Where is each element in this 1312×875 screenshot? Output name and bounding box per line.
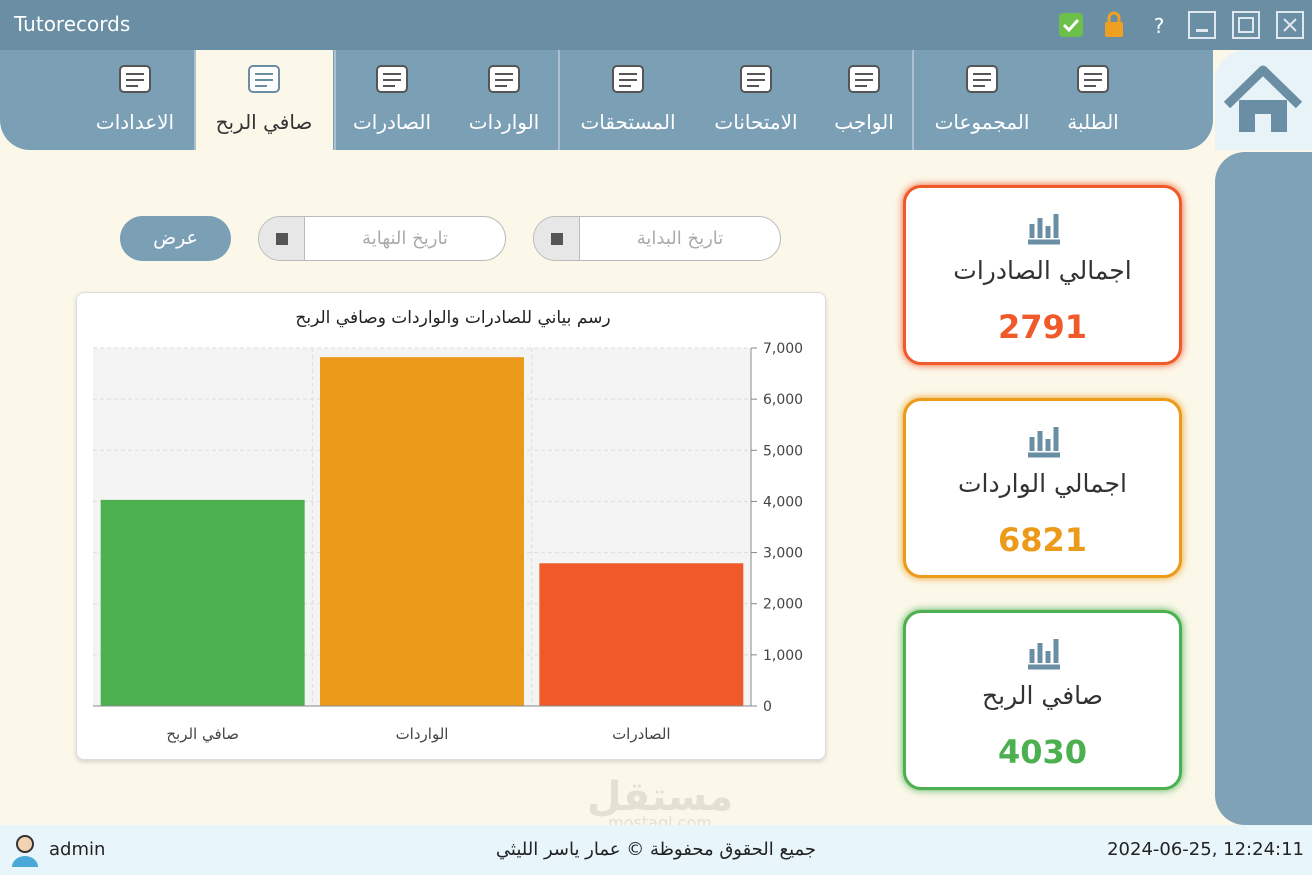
tab-bar: الطلبة المجموعات الواجب الامتحانات المستحقات… — [0, 50, 1213, 150]
nav-tab[interactable]: الواردات — [454, 50, 554, 150]
bar — [100, 499, 305, 706]
side-panel — [1215, 152, 1312, 825]
tab-separator — [558, 50, 560, 150]
card-label: اجمالي الواردات — [958, 469, 1127, 498]
placeholder: تاريخ النهاية — [362, 228, 448, 249]
summary-card: اجمالي الصادرات 2791 — [903, 185, 1182, 365]
tab-label: الواردات — [468, 110, 540, 134]
end-date-input[interactable]: تاريخ النهاية — [258, 216, 506, 261]
home-icon — [1223, 65, 1303, 132]
chart-title: رسم بياني للصادرات والواردات وصافي الربح — [295, 308, 610, 328]
summary-card: اجمالي الواردات 6821 — [903, 398, 1182, 578]
tab-label: الامتحانات — [714, 110, 798, 134]
tab-separator — [194, 50, 196, 150]
bar — [320, 357, 524, 706]
y-tick-label: 2,000 — [763, 597, 803, 613]
window-controls: ? — [1059, 11, 1304, 39]
watermark: مستقل mostaql.com — [587, 774, 733, 830]
status-bar: admin جميع الحقوق محفوظة © عمار ياسر الل… — [0, 825, 1312, 875]
y-tick-label: 3,000 — [763, 546, 803, 562]
y-tick-label: 5,000 — [763, 443, 803, 459]
nav-tab[interactable]: الاعدادات — [80, 50, 190, 150]
nav-tab[interactable]: الطلبة — [1043, 50, 1143, 150]
card-value: 4030 — [997, 733, 1088, 771]
y-tick-label: 0 — [763, 699, 772, 715]
x-tick-label: الصادرات — [612, 725, 671, 743]
show-button[interactable]: عرض — [120, 216, 231, 261]
copyright: جميع الحقوق محفوظة © عمار ياسر الليثي — [495, 839, 817, 860]
user-icon — [12, 835, 38, 867]
tab-label: الاعدادات — [95, 110, 175, 134]
chart: رسم بياني للصادرات والواردات وصافي الربح… — [93, 308, 803, 744]
tab-label: صافي الربح — [215, 110, 313, 134]
nav-tab[interactable]: الصادرات — [337, 50, 447, 150]
card-label: صافي الربح — [981, 681, 1104, 710]
x-tick-label: الواردات — [396, 725, 449, 743]
help-button[interactable]: ? — [1154, 14, 1165, 38]
nav-tab[interactable]: المجموعات — [922, 50, 1042, 150]
start-date-input[interactable]: تاريخ البداية — [533, 216, 781, 261]
y-tick-label: 4,000 — [763, 494, 803, 510]
card-value: 2791 — [997, 308, 1088, 346]
y-tick-label: 1,000 — [763, 648, 803, 664]
tab-separator — [912, 50, 914, 150]
date-time: 2024-06-25, 12:24:11 — [1107, 839, 1304, 860]
placeholder: تاريخ البداية — [636, 228, 724, 249]
y-tick-label: 6,000 — [763, 392, 803, 408]
nav-tab[interactable]: الامتحانات — [701, 50, 811, 150]
bar — [539, 563, 744, 706]
chart-panel: رسم بياني للصادرات والواردات وصافي الربح… — [76, 292, 826, 760]
nav-tab[interactable]: الواجب — [819, 50, 909, 150]
y-tick-label: 7,000 — [763, 341, 803, 357]
minimize-button[interactable] — [1188, 11, 1216, 39]
card-value: 6821 — [997, 521, 1088, 559]
maximize-button[interactable] — [1232, 11, 1260, 39]
x-tick-label: صافي الربح — [166, 725, 239, 744]
user-name: admin — [49, 839, 106, 860]
lock-icon[interactable] — [1105, 22, 1123, 37]
home-button[interactable] — [1215, 50, 1312, 150]
tab-label: المستحقات — [580, 110, 676, 134]
tab-label: الواجب — [834, 110, 894, 134]
nav-tab[interactable]: المستحقات — [563, 50, 693, 150]
close-button[interactable] — [1276, 11, 1304, 39]
tab-label: الصادرات — [352, 110, 432, 134]
tab-separator — [334, 50, 336, 150]
watermark-text: مستقل — [587, 774, 733, 820]
nav-tab[interactable]: صافي الربح — [195, 50, 333, 150]
tab-label: المجموعات — [934, 110, 1030, 134]
app-title: Tutorecords — [14, 12, 131, 36]
summary-card: صافي الربح 4030 — [903, 610, 1182, 790]
title-bar: Tutorecords ? — [0, 0, 1312, 50]
card-label: اجمالي الصادرات — [953, 256, 1132, 285]
status-icon — [1059, 13, 1083, 37]
tab-label: الطلبة — [1067, 110, 1119, 134]
